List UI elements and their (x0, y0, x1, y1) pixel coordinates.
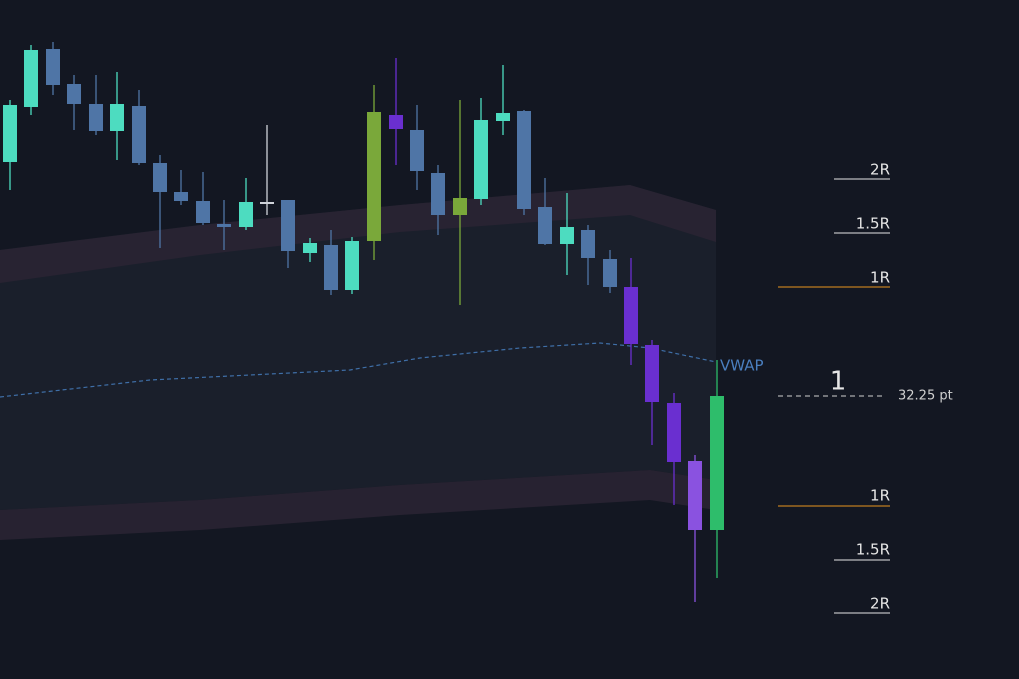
candle-body (67, 84, 81, 104)
candle-body (46, 49, 60, 85)
candle-body (217, 224, 231, 227)
candle-body (538, 207, 552, 244)
levels: 2R 1.5R 1R 1R 1.5R 2R (778, 161, 890, 614)
candle-body (345, 241, 359, 290)
lower-band (0, 470, 716, 540)
candle-body (303, 243, 317, 253)
candle-body (153, 163, 167, 192)
candle-body (645, 345, 659, 402)
vwap-line (0, 342, 717, 398)
level-label: 2R (870, 595, 890, 613)
candle-body (260, 202, 274, 204)
candle-body (324, 245, 338, 290)
candle-body (110, 104, 124, 131)
level-label: 1R (870, 487, 890, 505)
candle-body (281, 200, 295, 251)
candle-body (239, 202, 253, 227)
candle-body (560, 227, 574, 244)
candle-body (667, 403, 681, 462)
level-label: 1.5R (856, 541, 890, 559)
level-label: 1R (870, 269, 890, 287)
candle-body (174, 192, 188, 201)
candle-body (196, 201, 210, 223)
candle-body (453, 198, 467, 215)
candle-body (603, 259, 617, 287)
level-label: 1.5R (856, 215, 890, 233)
candle-body (496, 113, 510, 121)
candle-body (3, 105, 17, 162)
upper-band (0, 185, 716, 283)
candle-body (431, 173, 445, 215)
candle-body (367, 112, 381, 241)
candle-body (517, 111, 531, 209)
candle-body (474, 120, 488, 199)
channel-fill (0, 185, 716, 510)
position-label: 1 (830, 367, 847, 397)
candle-body (389, 115, 403, 129)
vwap-label: VWAP (720, 357, 764, 375)
candle-body (688, 461, 702, 530)
candle-body (581, 230, 595, 258)
distance-label: 32.25 pt (898, 389, 953, 404)
candle-body (89, 104, 103, 131)
candle-body (624, 287, 638, 344)
candles (3, 42, 724, 602)
candle-body (24, 50, 38, 107)
level-label: 2R (870, 161, 890, 179)
candle-body (410, 130, 424, 171)
candle-body (132, 106, 146, 163)
candle-body (710, 396, 724, 530)
